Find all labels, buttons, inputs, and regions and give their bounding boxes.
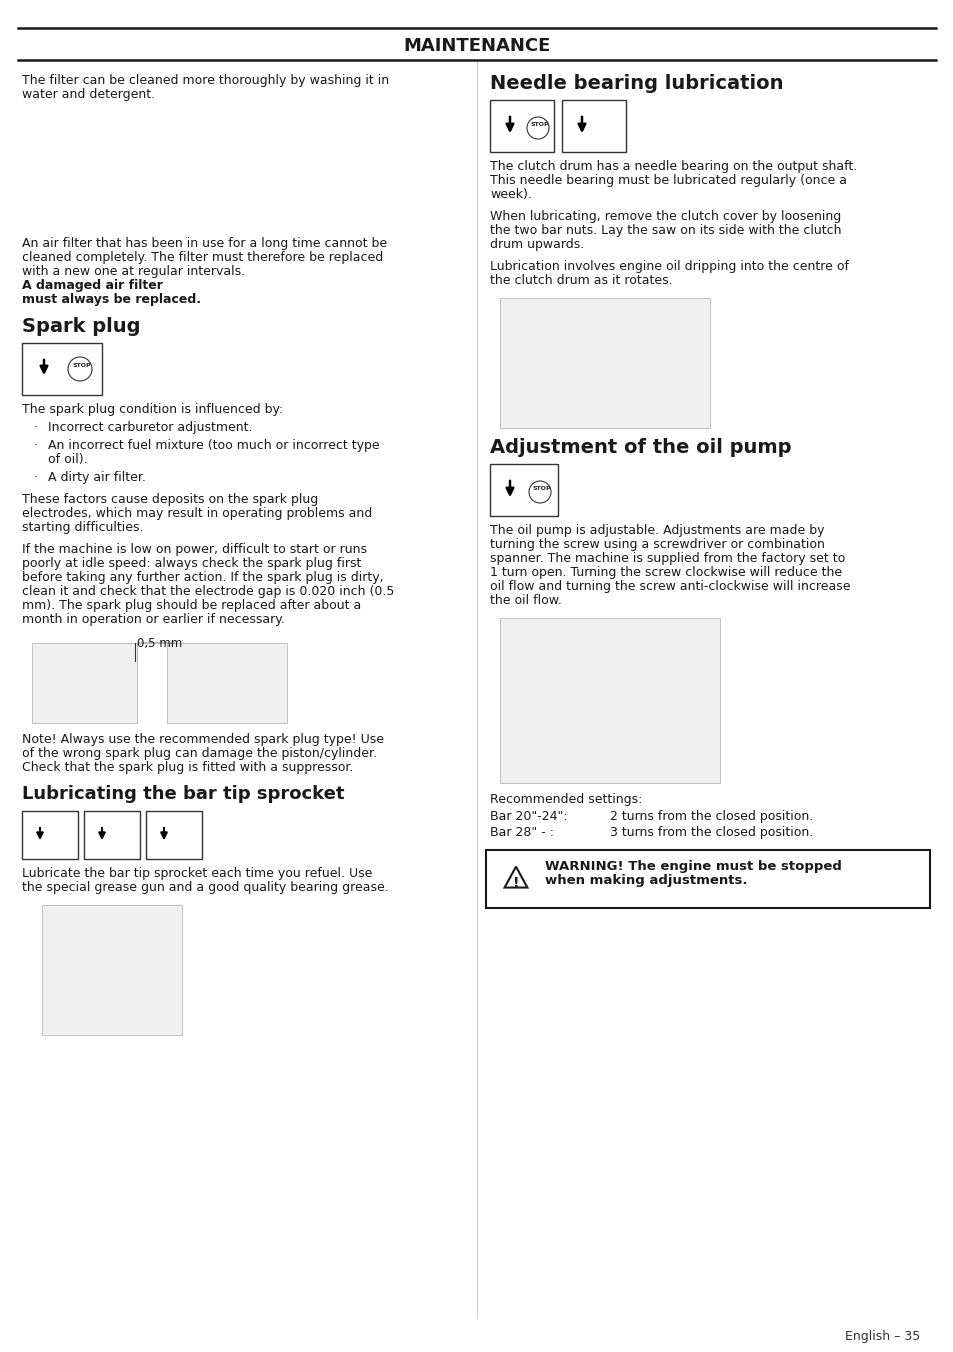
Text: The spark plug condition is influenced by:: The spark plug condition is influenced b…	[22, 403, 283, 416]
Text: Spark plug: Spark plug	[22, 316, 140, 337]
Bar	[32, 644, 137, 723]
Bar	[84, 811, 140, 859]
Text: If the machine is low on power, difficult to start or runs: If the machine is low on power, difficul…	[22, 544, 367, 556]
Text: 3 turns from the closed position.: 3 turns from the closed position.	[609, 826, 812, 840]
Text: These factors cause deposits on the spark plug: These factors cause deposits on the spar…	[22, 493, 318, 506]
Text: must always be replaced.: must always be replaced.	[22, 293, 201, 306]
Text: STOP: STOP	[73, 362, 91, 368]
Bar	[499, 297, 709, 429]
Text: mm). The spark plug should be replaced after about a: mm). The spark plug should be replaced a…	[22, 599, 361, 612]
Text: Lubricating the bar tip sprocket: Lubricating the bar tip sprocket	[22, 786, 344, 803]
Bar	[22, 343, 102, 395]
Text: spanner. The machine is supplied from the factory set to: spanner. The machine is supplied from th…	[490, 552, 844, 565]
Text: MAINTENANCE: MAINTENANCE	[403, 37, 550, 55]
Bar	[485, 850, 929, 909]
Text: Incorrect carburetor adjustment.: Incorrect carburetor adjustment.	[48, 420, 253, 434]
Text: Note! Always use the recommended spark plug type! Use: Note! Always use the recommended spark p…	[22, 733, 384, 746]
Text: the oil flow.: the oil flow.	[490, 594, 561, 607]
Text: water and detergent.: water and detergent.	[22, 88, 155, 101]
Text: the two bar nuts. Lay the saw on its side with the clutch: the two bar nuts. Lay the saw on its sid…	[490, 224, 841, 237]
Circle shape	[529, 481, 551, 503]
Text: ·: ·	[34, 439, 38, 452]
Text: An air filter that has been in use for a long time cannot be: An air filter that has been in use for a…	[22, 237, 387, 250]
Bar	[561, 100, 625, 151]
Text: !: !	[512, 876, 518, 890]
Text: When lubricating, remove the clutch cover by loosening: When lubricating, remove the clutch cove…	[490, 210, 841, 223]
Text: ·: ·	[34, 470, 38, 484]
Text: oil flow and turning the screw anti-clockwise will increase: oil flow and turning the screw anti-cloc…	[490, 580, 850, 594]
Bar	[22, 811, 78, 859]
Text: A dirty air filter.: A dirty air filter.	[48, 470, 146, 484]
Text: The oil pump is adjustable. Adjustments are made by: The oil pump is adjustable. Adjustments …	[490, 525, 823, 537]
Text: clean it and check that the electrode gap is 0.020 inch (0.5: clean it and check that the electrode ga…	[22, 585, 394, 598]
Text: WARNING! The engine must be stopped: WARNING! The engine must be stopped	[544, 860, 841, 873]
Text: ·: ·	[34, 420, 38, 434]
Text: the special grease gun and a good quality bearing grease.: the special grease gun and a good qualit…	[22, 882, 388, 894]
Text: Adjustment of the oil pump: Adjustment of the oil pump	[490, 438, 791, 457]
Text: when making adjustments.: when making adjustments.	[544, 873, 747, 887]
Text: STOP: STOP	[531, 122, 549, 127]
Bar	[146, 811, 202, 859]
Text: 2 turns from the closed position.: 2 turns from the closed position.	[609, 810, 812, 823]
Text: turning the screw using a screwdriver or combination: turning the screw using a screwdriver or…	[490, 538, 824, 552]
Text: drum upwards.: drum upwards.	[490, 238, 583, 251]
Text: 1 turn open. Turning the screw clockwise will reduce the: 1 turn open. Turning the screw clockwise…	[490, 566, 841, 579]
Text: The clutch drum has a needle bearing on the output shaft.: The clutch drum has a needle bearing on …	[490, 160, 857, 173]
Text: Lubrication involves engine oil dripping into the centre of: Lubrication involves engine oil dripping…	[490, 260, 848, 273]
Text: Recommended settings:: Recommended settings:	[490, 794, 641, 806]
Text: A damaged air filter: A damaged air filter	[22, 279, 163, 292]
Text: with a new one at regular intervals.: with a new one at regular intervals.	[22, 265, 249, 279]
Text: This needle bearing must be lubricated regularly (once a: This needle bearing must be lubricated r…	[490, 174, 846, 187]
Text: The filter can be cleaned more thoroughly by washing it in: The filter can be cleaned more thoroughl…	[22, 74, 389, 87]
Circle shape	[68, 357, 91, 381]
Bar	[499, 618, 720, 783]
Bar	[167, 644, 287, 723]
Text: Bar 28" - :: Bar 28" - :	[490, 826, 554, 840]
Text: electrodes, which may result in operating problems and: electrodes, which may result in operatin…	[22, 507, 372, 521]
Polygon shape	[504, 867, 527, 887]
Text: before taking any further action. If the spark plug is dirty,: before taking any further action. If the…	[22, 571, 383, 584]
Text: poorly at idle speed: always check the spark plug first: poorly at idle speed: always check the s…	[22, 557, 361, 571]
Bar	[42, 904, 182, 1036]
Bar	[490, 100, 554, 151]
Text: An incorrect fuel mixture (too much or incorrect type: An incorrect fuel mixture (too much or i…	[48, 439, 379, 452]
Text: Bar 20"-24":: Bar 20"-24":	[490, 810, 567, 823]
Text: cleaned completely. The filter must therefore be replaced: cleaned completely. The filter must ther…	[22, 251, 383, 264]
Text: Needle bearing lubrication: Needle bearing lubrication	[490, 74, 782, 93]
Text: 0,5 mm: 0,5 mm	[137, 637, 182, 650]
Bar	[490, 464, 558, 516]
Text: starting difficulties.: starting difficulties.	[22, 521, 143, 534]
Text: of oil).: of oil).	[48, 453, 88, 466]
Text: the clutch drum as it rotates.: the clutch drum as it rotates.	[490, 274, 672, 287]
Text: STOP: STOP	[533, 485, 551, 491]
Text: of the wrong spark plug can damage the piston/cylinder.: of the wrong spark plug can damage the p…	[22, 748, 376, 760]
Text: month in operation or earlier if necessary.: month in operation or earlier if necessa…	[22, 612, 285, 626]
Text: Check that the spark plug is fitted with a suppressor.: Check that the spark plug is fitted with…	[22, 761, 353, 773]
Text: Lubricate the bar tip sprocket each time you refuel. Use: Lubricate the bar tip sprocket each time…	[22, 867, 372, 880]
Text: week).: week).	[490, 188, 532, 201]
Circle shape	[526, 118, 548, 139]
Text: English – 35: English – 35	[843, 1330, 919, 1343]
